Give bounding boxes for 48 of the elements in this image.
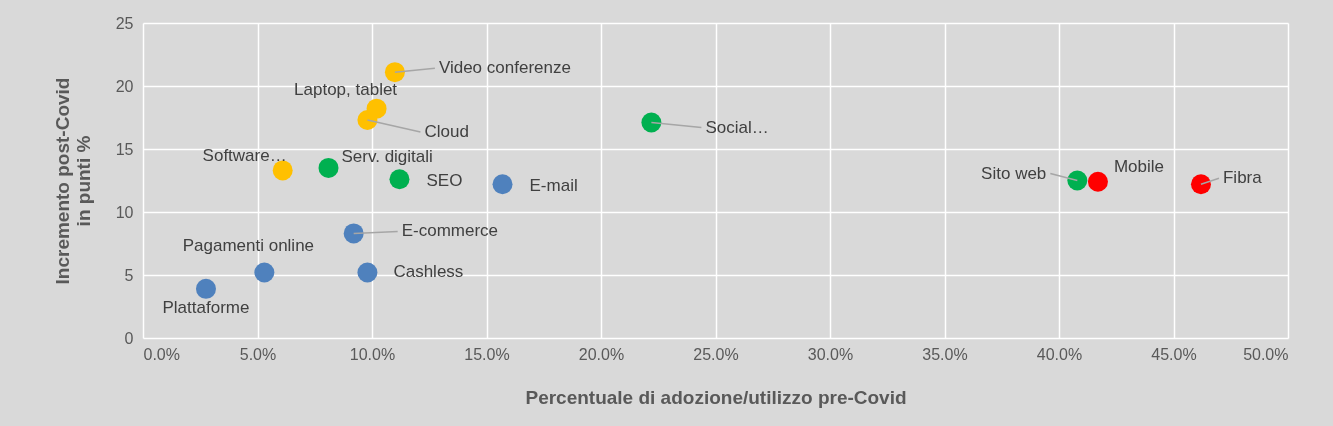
point bbox=[357, 262, 378, 283]
y-tick-label: 20 bbox=[115, 77, 134, 95]
point bbox=[254, 262, 275, 283]
annotation: Plattaforme bbox=[162, 297, 250, 317]
annotation: Software… bbox=[202, 146, 287, 166]
y-tick-label: 0 bbox=[124, 329, 134, 347]
y-tick-label: 25 bbox=[115, 14, 134, 32]
y-axis-title: Incremento post-Covid in punti % bbox=[51, 77, 94, 285]
annotation: Social… bbox=[705, 117, 769, 137]
y-tick-label: 15 bbox=[115, 140, 134, 158]
point bbox=[318, 157, 339, 178]
x-tick-label: 40.0% bbox=[1036, 345, 1083, 363]
point bbox=[389, 169, 410, 190]
annotation: E-mail bbox=[529, 176, 578, 196]
point bbox=[641, 112, 662, 133]
x-tick-label: 5.0% bbox=[239, 345, 277, 363]
point bbox=[1087, 171, 1108, 192]
point bbox=[195, 278, 216, 299]
x-tick-label: 30.0% bbox=[807, 345, 854, 363]
point bbox=[1067, 170, 1088, 191]
annotation: E-commerce bbox=[401, 221, 499, 241]
annotation: Video conferenze bbox=[438, 58, 571, 78]
annotation: Pagamenti online bbox=[182, 236, 315, 256]
x-axis-title: Percentuale di adozione/utilizzo pre-Covid bbox=[525, 386, 907, 408]
annotation: Cashless bbox=[393, 262, 464, 282]
x-tick-label: 15.0% bbox=[464, 345, 510, 363]
point bbox=[1190, 174, 1211, 195]
annotation: Fibra bbox=[1222, 168, 1263, 188]
y-tick-label: 5 bbox=[124, 266, 134, 284]
x-tick-label: 0.0% bbox=[143, 345, 180, 363]
x-tick-label: 25.0% bbox=[693, 345, 739, 363]
x-tick-label: 45.0% bbox=[1151, 345, 1197, 363]
point bbox=[492, 174, 513, 195]
point bbox=[366, 98, 387, 119]
annotation: SEO bbox=[426, 171, 463, 191]
x-tick-label: 35.0% bbox=[922, 345, 968, 363]
annotation: Laptop, tablet bbox=[294, 79, 398, 99]
annotation: Sito web bbox=[981, 163, 1047, 183]
point bbox=[343, 223, 364, 244]
annotation: Serv. digitali bbox=[341, 146, 433, 166]
x-tick-label: 50.0% bbox=[1243, 345, 1289, 363]
point bbox=[384, 62, 405, 83]
annotation: Mobile bbox=[1113, 156, 1165, 176]
point bbox=[272, 160, 293, 181]
annotation: Cloud bbox=[424, 122, 469, 142]
y-tick-label: 10 bbox=[115, 203, 134, 221]
x-tick-label: 20.0% bbox=[578, 345, 625, 363]
x-tick-label: 10.0% bbox=[349, 345, 396, 363]
